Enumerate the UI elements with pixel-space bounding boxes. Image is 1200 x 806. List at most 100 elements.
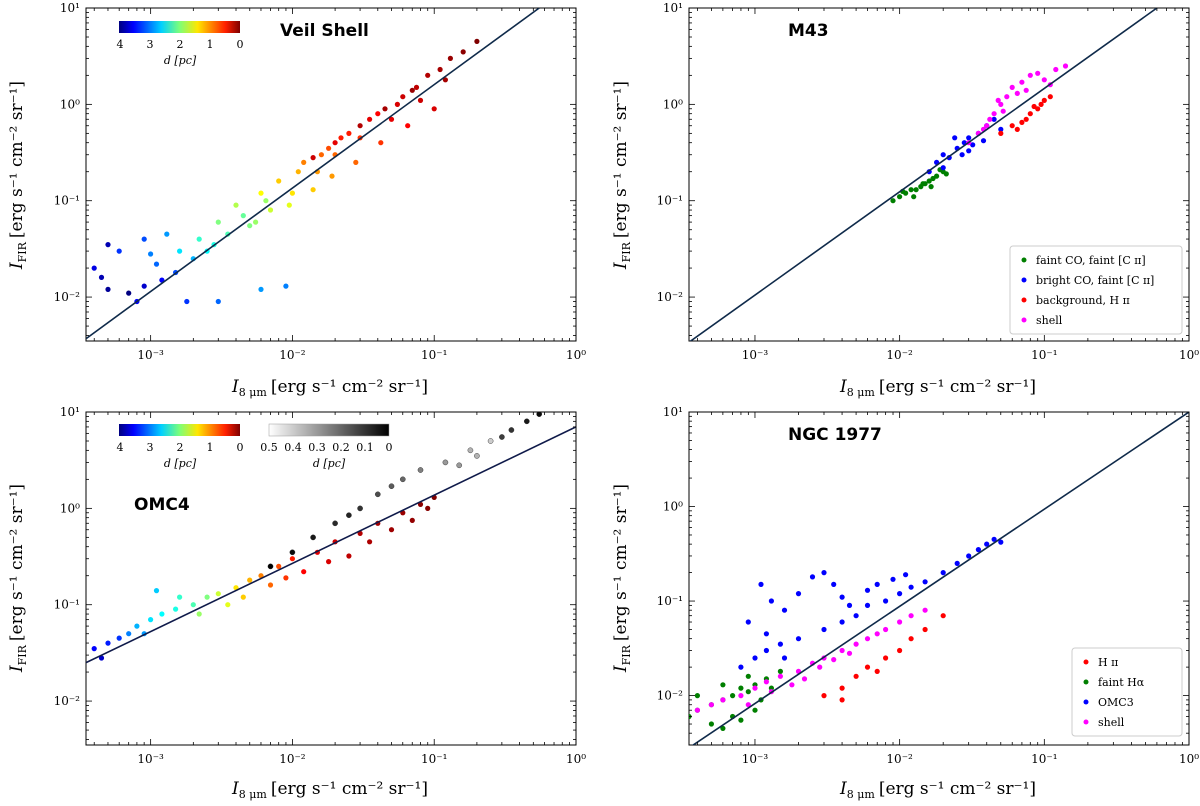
data-point [987, 116, 993, 122]
x-tick-label: 10⁻² [279, 752, 306, 766]
data-point [821, 626, 827, 633]
y-tick-label: 10⁻² [54, 290, 81, 304]
data-point [809, 574, 816, 580]
clipped-data [86, 412, 576, 664]
data-point [126, 631, 132, 637]
data-point [908, 636, 914, 642]
data-point [233, 585, 239, 591]
data-point [758, 581, 764, 588]
data-point [310, 534, 316, 541]
colorbar-tick: 0.2 [332, 441, 350, 454]
svg-text:I8 μm[erg s⁻¹ cm⁻² sr⁻¹]: I8 μm [erg s⁻¹ cm⁻² sr⁻¹] [231, 377, 428, 399]
x-tick-label: 10⁻¹ [1031, 348, 1057, 362]
data-point [394, 101, 400, 107]
colorbar-tick: 0 [237, 441, 244, 454]
data-point [864, 636, 871, 642]
data-point [874, 668, 880, 675]
data-point [839, 697, 845, 703]
data-point [883, 598, 889, 604]
data-point [763, 679, 770, 685]
data-point [1023, 87, 1029, 93]
data-point [738, 685, 744, 691]
y-axis-label-ngc1977: IFIR[erg s⁻¹ cm⁻² sr⁻¹] [611, 484, 633, 673]
y-tick-label: 10⁻¹ [657, 594, 683, 608]
data-point [1062, 63, 1069, 69]
data-point [777, 668, 784, 675]
data-point [399, 476, 406, 483]
data-point [998, 101, 1004, 107]
data-point [474, 453, 480, 459]
data-point [326, 559, 332, 565]
data-point [442, 77, 448, 83]
data-point [295, 169, 301, 175]
data-point [897, 619, 903, 625]
data-point [831, 657, 837, 663]
colorbar-label: d [pc] [313, 457, 346, 470]
data-point [831, 581, 837, 588]
data-point [289, 556, 295, 562]
x-tick-label: 10⁰ [1179, 348, 1199, 362]
data-point [763, 647, 770, 654]
fit-line [86, 8, 540, 340]
data-point [388, 527, 395, 533]
ticks-layer-veil-shell: 10⁻³ 10⁻² 10⁻¹ 10⁰ 10⁻² 10⁻¹ 10⁰ 10¹ [54, 1, 587, 362]
data-point [159, 611, 165, 617]
svg-text:IFIR[erg s⁻¹ cm⁻² sr⁻¹]: IFIR[erg s⁻¹ cm⁻² sr⁻¹] [7, 81, 29, 270]
data-point [346, 553, 352, 559]
colorbar-gradient [268, 423, 390, 437]
y-tick-label: 10¹ [60, 405, 80, 419]
x-tick-label: 10⁻¹ [421, 348, 447, 362]
data-point [952, 135, 958, 141]
data-point [789, 682, 795, 688]
data-point [911, 194, 917, 200]
data-point [196, 236, 202, 242]
data-point [301, 569, 307, 575]
data-point [897, 194, 903, 200]
data-point [329, 173, 335, 179]
legend-marker [1021, 297, 1027, 303]
colorbar-tick: 2 [177, 38, 184, 51]
legend-marker [1021, 277, 1027, 283]
data-point [425, 505, 431, 511]
data-point [276, 178, 282, 184]
y-tick-label: 10⁻¹ [54, 598, 80, 612]
data-point [164, 231, 170, 237]
plot-area-veil-shell [85, 7, 577, 342]
data-point [1009, 84, 1015, 90]
data-point [839, 594, 845, 600]
data-point [752, 707, 758, 713]
data-point [1014, 126, 1020, 132]
data-point [745, 673, 751, 679]
data-point [1019, 79, 1025, 85]
data-point [954, 560, 960, 567]
legend-marker [1083, 679, 1089, 685]
x-tick-label: 10⁻³ [137, 752, 164, 766]
data-point [883, 626, 889, 633]
data-point [768, 685, 775, 691]
legend-label: shell [1036, 314, 1063, 327]
data-point [853, 641, 859, 647]
data-point [908, 584, 914, 590]
data-point [536, 412, 542, 417]
x-axis-label-omc4: I8 μm [erg s⁻¹ cm⁻² sr⁻¹] [231, 779, 428, 801]
data-point [105, 242, 111, 248]
data-point [897, 591, 903, 597]
data-point [204, 594, 210, 600]
data-point [126, 290, 132, 296]
data-point [289, 190, 295, 196]
data-point [374, 491, 381, 498]
y-tick-label: 10⁻¹ [657, 194, 683, 208]
x-tick-label: 10⁻¹ [1031, 752, 1057, 766]
x-tick-label: 10⁻² [886, 348, 913, 362]
data-point [897, 647, 903, 654]
data-point [1023, 116, 1029, 122]
data-point [763, 631, 770, 637]
colorbar-gray-omc4: 0.5 0.4 0.3 0.2 0.1 0 d [pc] [260, 423, 393, 470]
data-point [1053, 66, 1059, 73]
data-point [508, 427, 515, 433]
data-point [388, 483, 395, 490]
data-point [984, 541, 990, 547]
data-point [286, 202, 292, 208]
data-point [795, 591, 802, 597]
data-point [524, 418, 530, 425]
